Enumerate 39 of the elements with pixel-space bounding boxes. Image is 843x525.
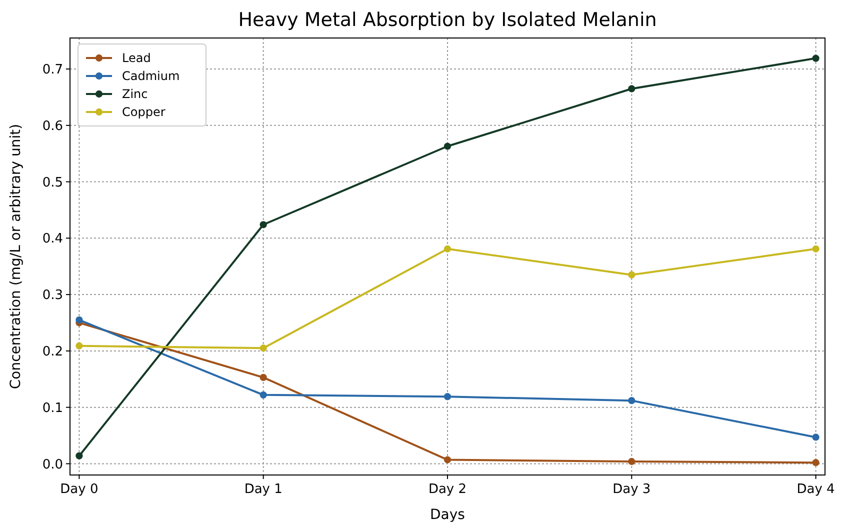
y-tick-label: 0.5 [42,175,63,190]
point [444,245,452,252]
point [76,342,83,350]
point [76,316,83,324]
chart-title: Heavy Metal Absorption by Isolated Melanin [238,9,657,31]
point [444,393,452,400]
point [260,391,267,398]
point [260,374,267,382]
y-tick-label: 0.6 [42,118,63,134]
point [628,397,636,404]
y-axis-title: Concentration (mg/L or arbitrary unit) [8,124,24,390]
point [260,221,267,228]
point [628,458,636,466]
point [628,271,636,278]
point [628,85,636,92]
y-tick-label: 0.0 [42,457,63,472]
legend-label: Copper [122,105,166,120]
x-tick-label: Day 3 [612,482,651,497]
y-tick-label: 0.2 [42,344,63,360]
y-tick-label: 0.1 [42,400,63,416]
legend-label: Zinc [122,87,148,102]
point [76,452,83,460]
x-axis-title: Days [430,507,465,523]
point [444,142,452,150]
point [812,459,820,466]
legend-label: Cadmium [122,69,180,84]
point [812,245,820,252]
y-tick-label: 0.7 [42,62,63,78]
point [260,344,267,352]
x-tick-label: Day 1 [244,482,282,497]
y-tick-label: 0.4 [42,232,63,247]
x-tick-label: Day 4 [796,482,835,497]
y-tick-label: 0.3 [42,288,63,304]
x-tick-label: Day 2 [428,482,467,497]
point [812,54,820,62]
point [812,434,820,441]
x-tick-label: Day 0 [60,482,98,497]
point [444,456,452,464]
legend-label: Lead [122,51,151,66]
